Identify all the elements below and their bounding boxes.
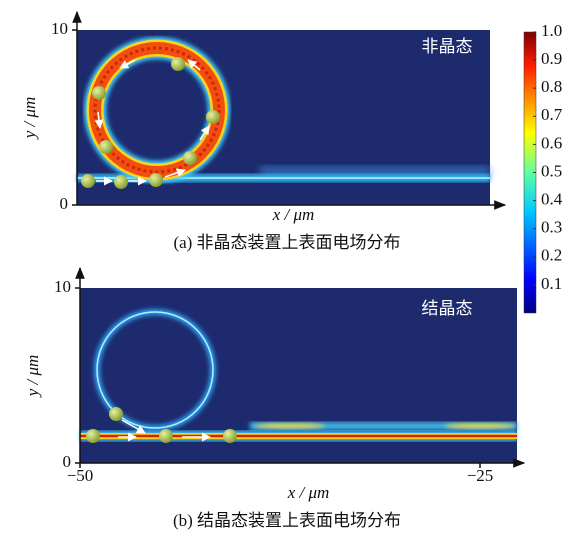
y-tick-label: 10 [54, 277, 71, 296]
colorbar-tick-label: 0.6 [541, 133, 562, 152]
axes [72, 10, 526, 468]
y-tick-label: 0 [60, 194, 69, 213]
x-axis-label: x / μm [287, 483, 330, 502]
y-axis-label: y / μm [23, 355, 42, 399]
panel-label: 结晶态 [422, 299, 473, 318]
caption: (b) 结晶态装置上表面电场分布 [173, 511, 401, 530]
y-tick-label: 10 [51, 19, 68, 38]
colorbar-tick-label: 0.1 [541, 274, 562, 293]
colorbar-tick-label: 0.8 [541, 77, 562, 96]
colorbar-tick-label: 1.0 [541, 21, 562, 40]
colorbar-tick-label: 0.7 [541, 105, 563, 124]
y-tick-label: 0 [63, 452, 72, 471]
panel-label: 非晶态 [422, 37, 473, 56]
y-axis-label: y / μm [20, 97, 39, 141]
colorbar-tick-label: 0.4 [541, 190, 563, 209]
colorbar-tick-label: 0.3 [541, 218, 562, 237]
x-tick-label: −50 [67, 466, 94, 485]
colorbar-tick-label: 0.9 [541, 49, 562, 68]
field-b [80, 288, 517, 463]
colorbar-tick-label: 0.2 [541, 246, 562, 265]
caption: (a) 非晶态装置上表面电场分布 [173, 233, 400, 252]
colorbar-tick-label: 0.5 [541, 161, 562, 180]
x-axis-label: x / μm [272, 205, 315, 224]
field-a [77, 30, 490, 205]
x-tick-label: −25 [467, 466, 494, 485]
